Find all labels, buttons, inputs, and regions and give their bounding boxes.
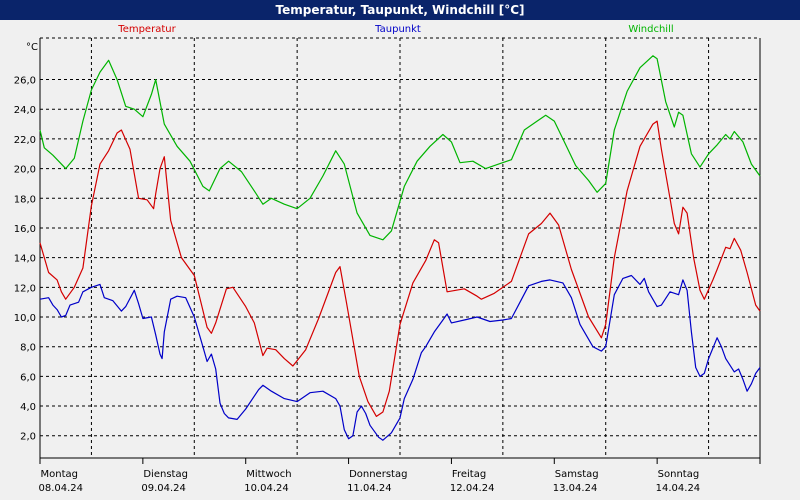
y-tick-label: 6,0 xyxy=(20,372,36,383)
line-chart: 2,0 4,0 6,0 8,0 10,0 12,0 14,0 16,0 18,0 20,0 22,0… xyxy=(1,20,799,500)
x-tick-label-date: 14.04.24 xyxy=(656,483,701,494)
x-tick-label-date: 13.04.24 xyxy=(553,483,598,494)
legend-temperatur: Temperatur xyxy=(117,24,176,35)
x-tick-label-weekday: Mittwoch xyxy=(246,469,291,480)
y-tick-label: 4,0 xyxy=(20,402,36,413)
series-line-taupunkt xyxy=(39,274,761,441)
x-tick-label-weekday: Sonntag xyxy=(658,469,700,480)
y-tick-label: 14,0 xyxy=(14,254,36,265)
y-tick-label: 26,0 xyxy=(14,76,36,87)
x-tick-label-weekday: Freitag xyxy=(452,469,486,480)
y-tick-label: 18,0 xyxy=(14,194,36,205)
y-tick-label: 12,0 xyxy=(14,283,36,294)
y-tick-label: 16,0 xyxy=(14,224,36,235)
y-tick-label: 10,0 xyxy=(14,313,36,324)
x-tick-label-date: 08.04.24 xyxy=(39,483,84,494)
y-tick-label: 24,0 xyxy=(14,105,36,116)
axes xyxy=(39,38,761,464)
gridlines xyxy=(40,37,760,458)
x-tick-label-weekday: Dienstag xyxy=(143,469,188,480)
x-tick-label-weekday: Donnerstag xyxy=(349,469,407,480)
y-tick-label: 8,0 xyxy=(20,343,36,354)
series-lines xyxy=(39,55,761,441)
series-line-windchill xyxy=(39,55,761,241)
x-tick-label-date: 09.04.24 xyxy=(141,483,186,494)
series-line-temperatur xyxy=(39,120,761,417)
legend-taupunkt: Taupunkt xyxy=(374,24,421,35)
legend-windchill: Windchill xyxy=(628,24,673,35)
window-title: Temperatur, Taupunkt, Windchill [°C] xyxy=(0,0,800,20)
y-tick-label: 2,0 xyxy=(20,432,36,443)
y-tick-label: 22,0 xyxy=(14,135,36,146)
y-tick-label: 20,0 xyxy=(14,165,36,176)
x-tick-label-weekday: Montag xyxy=(41,469,78,480)
x-tick-label-date: 12.04.24 xyxy=(450,483,495,494)
x-tick-label-date: 11.04.24 xyxy=(347,483,392,494)
x-tick-label-weekday: Samstag xyxy=(555,469,599,480)
labels: 2,0 4,0 6,0 8,0 10,0 12,0 14,0 16,0 18,0 20,0 22,0… xyxy=(14,24,700,494)
y-axis-unit-label: °C xyxy=(26,42,38,53)
x-tick-label-date: 10.04.24 xyxy=(244,483,289,494)
